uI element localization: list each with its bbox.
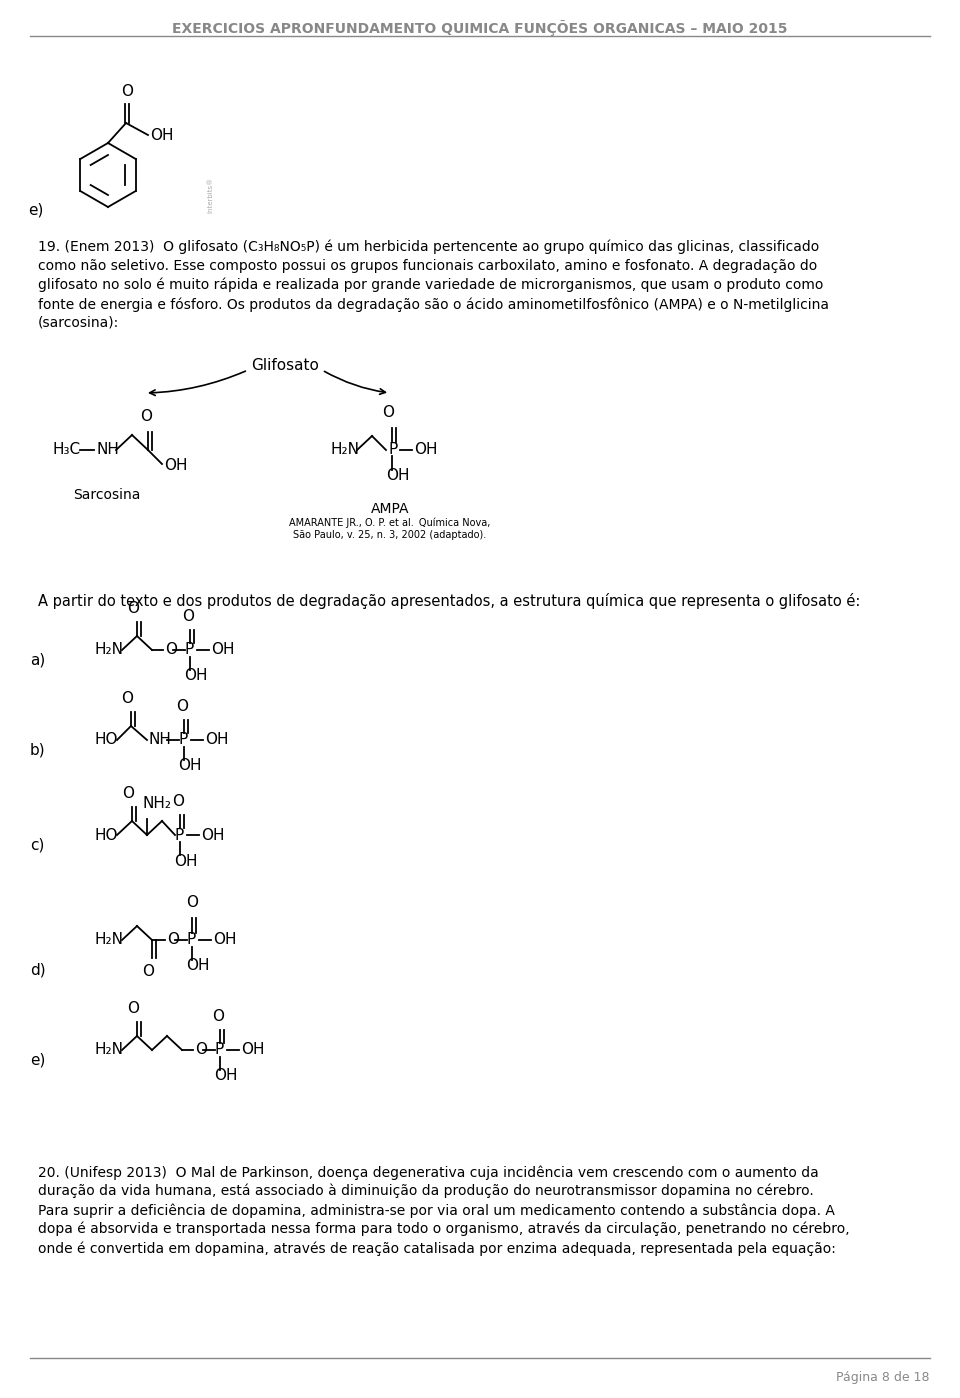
Text: O: O: [127, 601, 139, 617]
Text: OH: OH: [386, 468, 410, 484]
Text: fonte de energia e fósforo. Os produtos da degradação são o ácido aminometilfosf: fonte de energia e fósforo. Os produtos …: [38, 296, 829, 312]
Text: OH: OH: [164, 459, 187, 474]
Text: c): c): [30, 837, 44, 853]
Text: P: P: [185, 643, 194, 657]
Text: H₂N: H₂N: [330, 443, 359, 457]
Text: e): e): [28, 203, 43, 218]
Text: b): b): [30, 742, 46, 758]
Text: Para suprir a deficiência de dopamina, administra-se por via oral um medicamento: Para suprir a deficiência de dopamina, a…: [38, 1204, 835, 1218]
Text: O: O: [121, 84, 133, 99]
Text: OH: OH: [213, 932, 236, 948]
Text: (sarcosina):: (sarcosina):: [38, 316, 119, 330]
Text: O: O: [122, 786, 134, 801]
Text: Glifosato: Glifosato: [252, 358, 319, 373]
Text: OH: OH: [150, 127, 174, 143]
Text: a): a): [30, 653, 45, 667]
Text: OH: OH: [211, 643, 234, 657]
Text: O: O: [140, 410, 152, 424]
Text: O: O: [127, 1001, 139, 1016]
Text: NH: NH: [96, 443, 119, 457]
Text: onde é convertida em dopamina, através de reação catalisada por enzima adequada,: onde é convertida em dopamina, através d…: [38, 1241, 836, 1255]
Text: como não seletivo. Esse composto possui os grupos funcionais carboxilato, amino : como não seletivo. Esse composto possui …: [38, 259, 817, 273]
Text: OH: OH: [241, 1043, 265, 1057]
Text: O: O: [167, 932, 179, 948]
Text: d): d): [30, 962, 46, 977]
Text: O: O: [382, 405, 394, 419]
Text: OH: OH: [184, 668, 207, 684]
Text: O: O: [186, 895, 198, 910]
Text: OH: OH: [205, 733, 228, 748]
Text: O: O: [121, 691, 133, 706]
Text: O: O: [212, 1009, 224, 1023]
Text: P: P: [187, 932, 196, 948]
Text: P: P: [175, 828, 184, 843]
Text: H₂N: H₂N: [95, 1043, 124, 1057]
Text: AMARANTE JR., O. P. et al.  Química Nova,: AMARANTE JR., O. P. et al. Química Nova,: [289, 519, 491, 528]
Text: NH: NH: [149, 733, 172, 748]
Text: H₃C: H₃C: [52, 443, 80, 457]
Text: O: O: [195, 1043, 207, 1057]
Text: OH: OH: [214, 1068, 237, 1083]
Text: P: P: [388, 443, 397, 457]
Text: glifosato no solo é muito rápida e realizada por grande variedade de microrganis: glifosato no solo é muito rápida e reali…: [38, 278, 824, 292]
Text: NH₂: NH₂: [143, 795, 172, 811]
Text: OH: OH: [201, 828, 225, 843]
Text: Interbits®: Interbits®: [207, 178, 213, 212]
Text: HO: HO: [95, 733, 118, 748]
Text: HO: HO: [95, 828, 118, 843]
Text: e): e): [30, 1053, 45, 1068]
Text: O: O: [165, 643, 177, 657]
Text: H₂N: H₂N: [95, 643, 124, 657]
Text: 20. (Unifesp 2013)  O Mal de Parkinson, doença degenerativa cuja incidência vem : 20. (Unifesp 2013) O Mal de Parkinson, d…: [38, 1165, 819, 1180]
Text: OH: OH: [174, 854, 198, 868]
Text: O: O: [172, 794, 184, 809]
Text: Página 8 de 18: Página 8 de 18: [836, 1371, 930, 1384]
Text: OH: OH: [414, 443, 438, 457]
Text: A partir do texto e dos produtos de degradação apresentados, a estrutura química: A partir do texto e dos produtos de degr…: [38, 593, 860, 610]
Text: O: O: [142, 965, 154, 979]
Text: H₂N: H₂N: [95, 932, 124, 948]
Text: 19. (Enem 2013)  O glifosato (C₃H₈NO₅P) é um herbicida pertencente ao grupo quím: 19. (Enem 2013) O glifosato (C₃H₈NO₅P) é…: [38, 240, 819, 254]
Text: dopa é absorvida e transportada nessa forma para todo o organismo, através da ci: dopa é absorvida e transportada nessa fo…: [38, 1222, 850, 1236]
Text: O: O: [176, 699, 188, 714]
Text: OH: OH: [178, 759, 202, 773]
Text: AMPA: AMPA: [371, 502, 409, 516]
Text: O: O: [182, 610, 194, 624]
Text: P: P: [179, 733, 188, 748]
Text: duração da vida humana, está associado à diminuição da produção do neurotransmis: duração da vida humana, está associado à…: [38, 1184, 814, 1198]
Text: São Paulo, v. 25, n. 3, 2002 (adaptado).: São Paulo, v. 25, n. 3, 2002 (adaptado).: [294, 530, 487, 540]
Text: Sarcosina: Sarcosina: [73, 488, 141, 502]
Text: EXERCICIOS APRONFUNDAMENTO QUIMICA FUNÇÕES ORGANICAS – MAIO 2015: EXERCICIOS APRONFUNDAMENTO QUIMICA FUNÇÕ…: [172, 20, 788, 36]
Text: OH: OH: [186, 959, 209, 973]
Text: P: P: [215, 1043, 225, 1057]
